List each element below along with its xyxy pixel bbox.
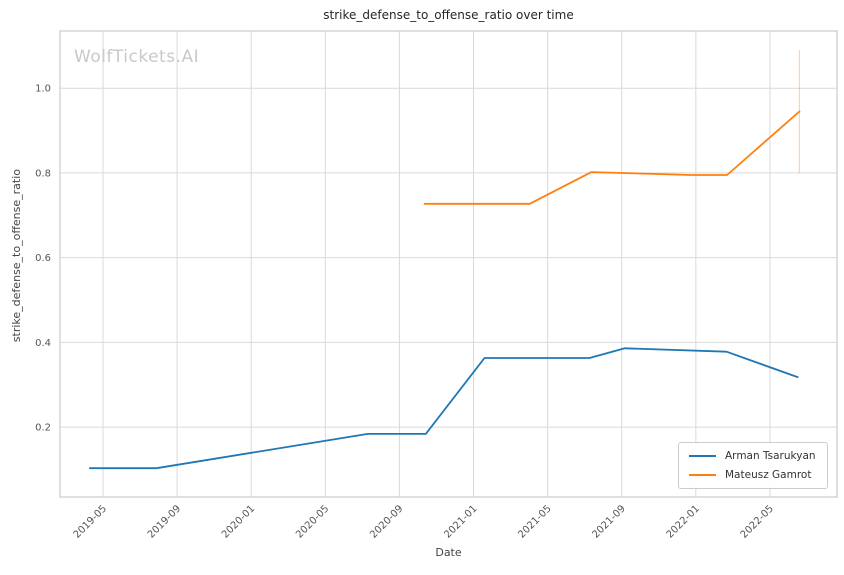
plot-border — [59, 30, 838, 498]
y-tick-label: 0.6 — [35, 253, 51, 264]
legend-item-mateusz-gamrot: Mateusz Gamrot — [689, 467, 818, 483]
x-axis-label: Date — [435, 546, 462, 559]
chart-title: strike_defense_to_offense_ratio over tim… — [323, 8, 574, 22]
x-tick-label: 2020-01 — [220, 503, 257, 540]
legend: Arman Tsarukyan Mateusz Gamrot — [678, 442, 828, 489]
x-tick-label: 2022-01 — [665, 503, 702, 540]
legend-item-arman-tsarukyan: Arman Tsarukyan — [689, 448, 818, 464]
y-tick-label: 1.0 — [35, 84, 51, 95]
legend-label: Arman Tsarukyan — [725, 450, 816, 462]
series-line-arman-tsarukyan — [89, 347, 799, 470]
x-tick-label: 2021-09 — [591, 503, 628, 540]
x-tick-label: 2021-01 — [442, 503, 479, 540]
x-tick-label: 2020-05 — [294, 503, 331, 540]
y-axis-label: strike_defense_to_offense_ratio — [10, 169, 23, 343]
y-tick-label: 0.8 — [35, 168, 51, 179]
x-tick-label: 2019-09 — [146, 503, 183, 540]
legend-line-swatch-orange — [689, 474, 716, 476]
x-tick-label: 2020-09 — [368, 503, 405, 540]
y-tick-label: 0.4 — [35, 338, 51, 349]
legend-label: Mateusz Gamrot — [725, 469, 812, 481]
y-tick-label: 0.2 — [35, 423, 51, 434]
watermark: WolfTickets.AI — [74, 47, 200, 67]
x-tick-label: 2021-05 — [516, 503, 553, 540]
legend-line-swatch-blue — [689, 455, 716, 457]
x-tick-label: 2019-05 — [72, 503, 109, 540]
series-line-mateusz-gamrot — [423, 110, 801, 205]
x-tick-label: 2022-05 — [739, 503, 776, 540]
